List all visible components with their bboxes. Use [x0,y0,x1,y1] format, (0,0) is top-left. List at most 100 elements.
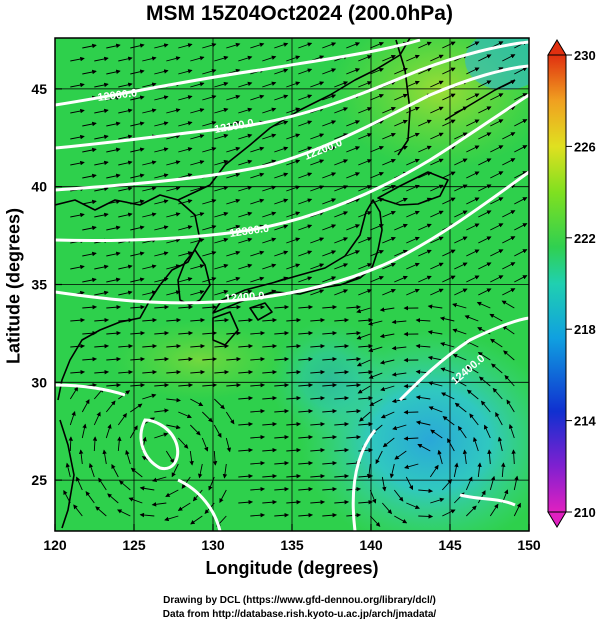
wind-arrow [406,262,420,270]
wind-arrow [346,250,361,257]
wind-arrow [94,82,109,88]
wind-arrow [197,463,203,479]
wind-arrow [190,290,205,296]
wind-arrow [190,212,205,218]
wind-arrow [346,146,361,153]
wind-arrow [130,251,145,257]
wind-arrow [171,463,179,478]
wind-arrow [202,146,217,153]
wind-arrow [214,107,229,114]
wind-arrow [94,343,110,349]
contour-label-12400-a: 12400.0 [224,290,265,305]
wind-arrow [274,68,289,75]
wind-arrow [274,172,289,179]
wind-arrow [118,369,134,375]
wind-arrow [274,434,290,440]
wind-arrow [454,106,468,114]
wind-arrow [430,184,444,192]
wind-arrow [442,275,456,283]
wind-arrow [430,262,444,270]
wind-arrow [274,120,289,127]
contour-label-12300: 12300.0 [229,223,270,240]
wind-arrow [430,80,444,88]
footer-credit-drawing: Drawing by DCL (https://www.gfd-dennou.o… [163,595,436,606]
wind-arrow [428,381,443,387]
wind-arrow [178,173,193,179]
wind-arrow [358,55,372,62]
wind-arrow [106,330,122,336]
wind-arrow [102,449,107,465]
wind-arrow [322,146,337,153]
wind-arrow [250,198,265,205]
wind-arrow [334,289,349,296]
wind-arrow [154,43,169,49]
wind-arrow [154,432,169,439]
wind-arrow [310,421,326,427]
wind-arrow [226,42,241,49]
wind-arrow [429,464,439,478]
wind-arrow [369,398,383,406]
wind-arrow [415,343,431,349]
wind-arrow [262,473,278,479]
wind-arrow [166,424,181,430]
wind-arrow [477,352,491,361]
wind-arrow [70,56,85,62]
wind-arrow [88,463,95,478]
wind-arrow [68,436,74,452]
wind-arrow [418,119,432,127]
wind-arrow [117,436,122,452]
wind-arrow [125,449,131,465]
y-tick-label: 35 [31,277,47,293]
wind-arrow [142,264,157,270]
wind-arrow [298,198,313,205]
wind-arrow [453,462,459,478]
wind-arrow [165,489,179,497]
wind-arrow [286,343,302,349]
y-tick-label: 30 [31,374,47,390]
wind-arrow [130,467,143,478]
wind-arrow [202,382,218,388]
wind-arrow [466,67,480,75]
wind-arrow [82,69,97,75]
wind-arrow [298,224,313,231]
wind-arrow [298,120,313,127]
wind-arrow [394,145,408,153]
wind-arrow [442,416,455,426]
wind-arrow [274,94,289,101]
wind-arrow [369,489,377,504]
wind-arrow [334,237,349,244]
wind-arrow [117,509,131,517]
wind-arrow [394,119,408,127]
wind-arrow [238,133,253,140]
wind-arrow [274,356,290,362]
wind-arrow [514,93,528,101]
wind-arrow [478,210,492,218]
wind-arrow [368,320,383,326]
wind-arrow [219,489,227,504]
y-tick-label: 45 [31,81,47,97]
wind-arrow [274,382,290,388]
contour-label-12000: 12000.0 [97,87,138,104]
wind-arrow [214,81,229,88]
wind-arrow [298,356,314,362]
wind-arrow [238,81,253,88]
wind-arrow [490,171,504,179]
wind-arrow [310,81,325,88]
wind-arrow [82,199,97,205]
wind-arrow [478,288,492,296]
x-tick-label: 125 [122,537,146,553]
wind-arrow [238,211,253,218]
wind-arrow [178,225,193,231]
wind-arrow [442,67,456,75]
wind-arrow [117,413,127,426]
wind-arrow [178,382,194,388]
wind-arrow [406,184,420,192]
wind-arrow [440,367,455,374]
wind-arrow [238,343,254,349]
wind-arrow [152,476,167,482]
wind-arrow [506,399,515,413]
wind-arrow [190,369,206,375]
wind-arrow [502,210,516,218]
wind-arrow [457,425,467,439]
wind-arrow [454,262,468,270]
